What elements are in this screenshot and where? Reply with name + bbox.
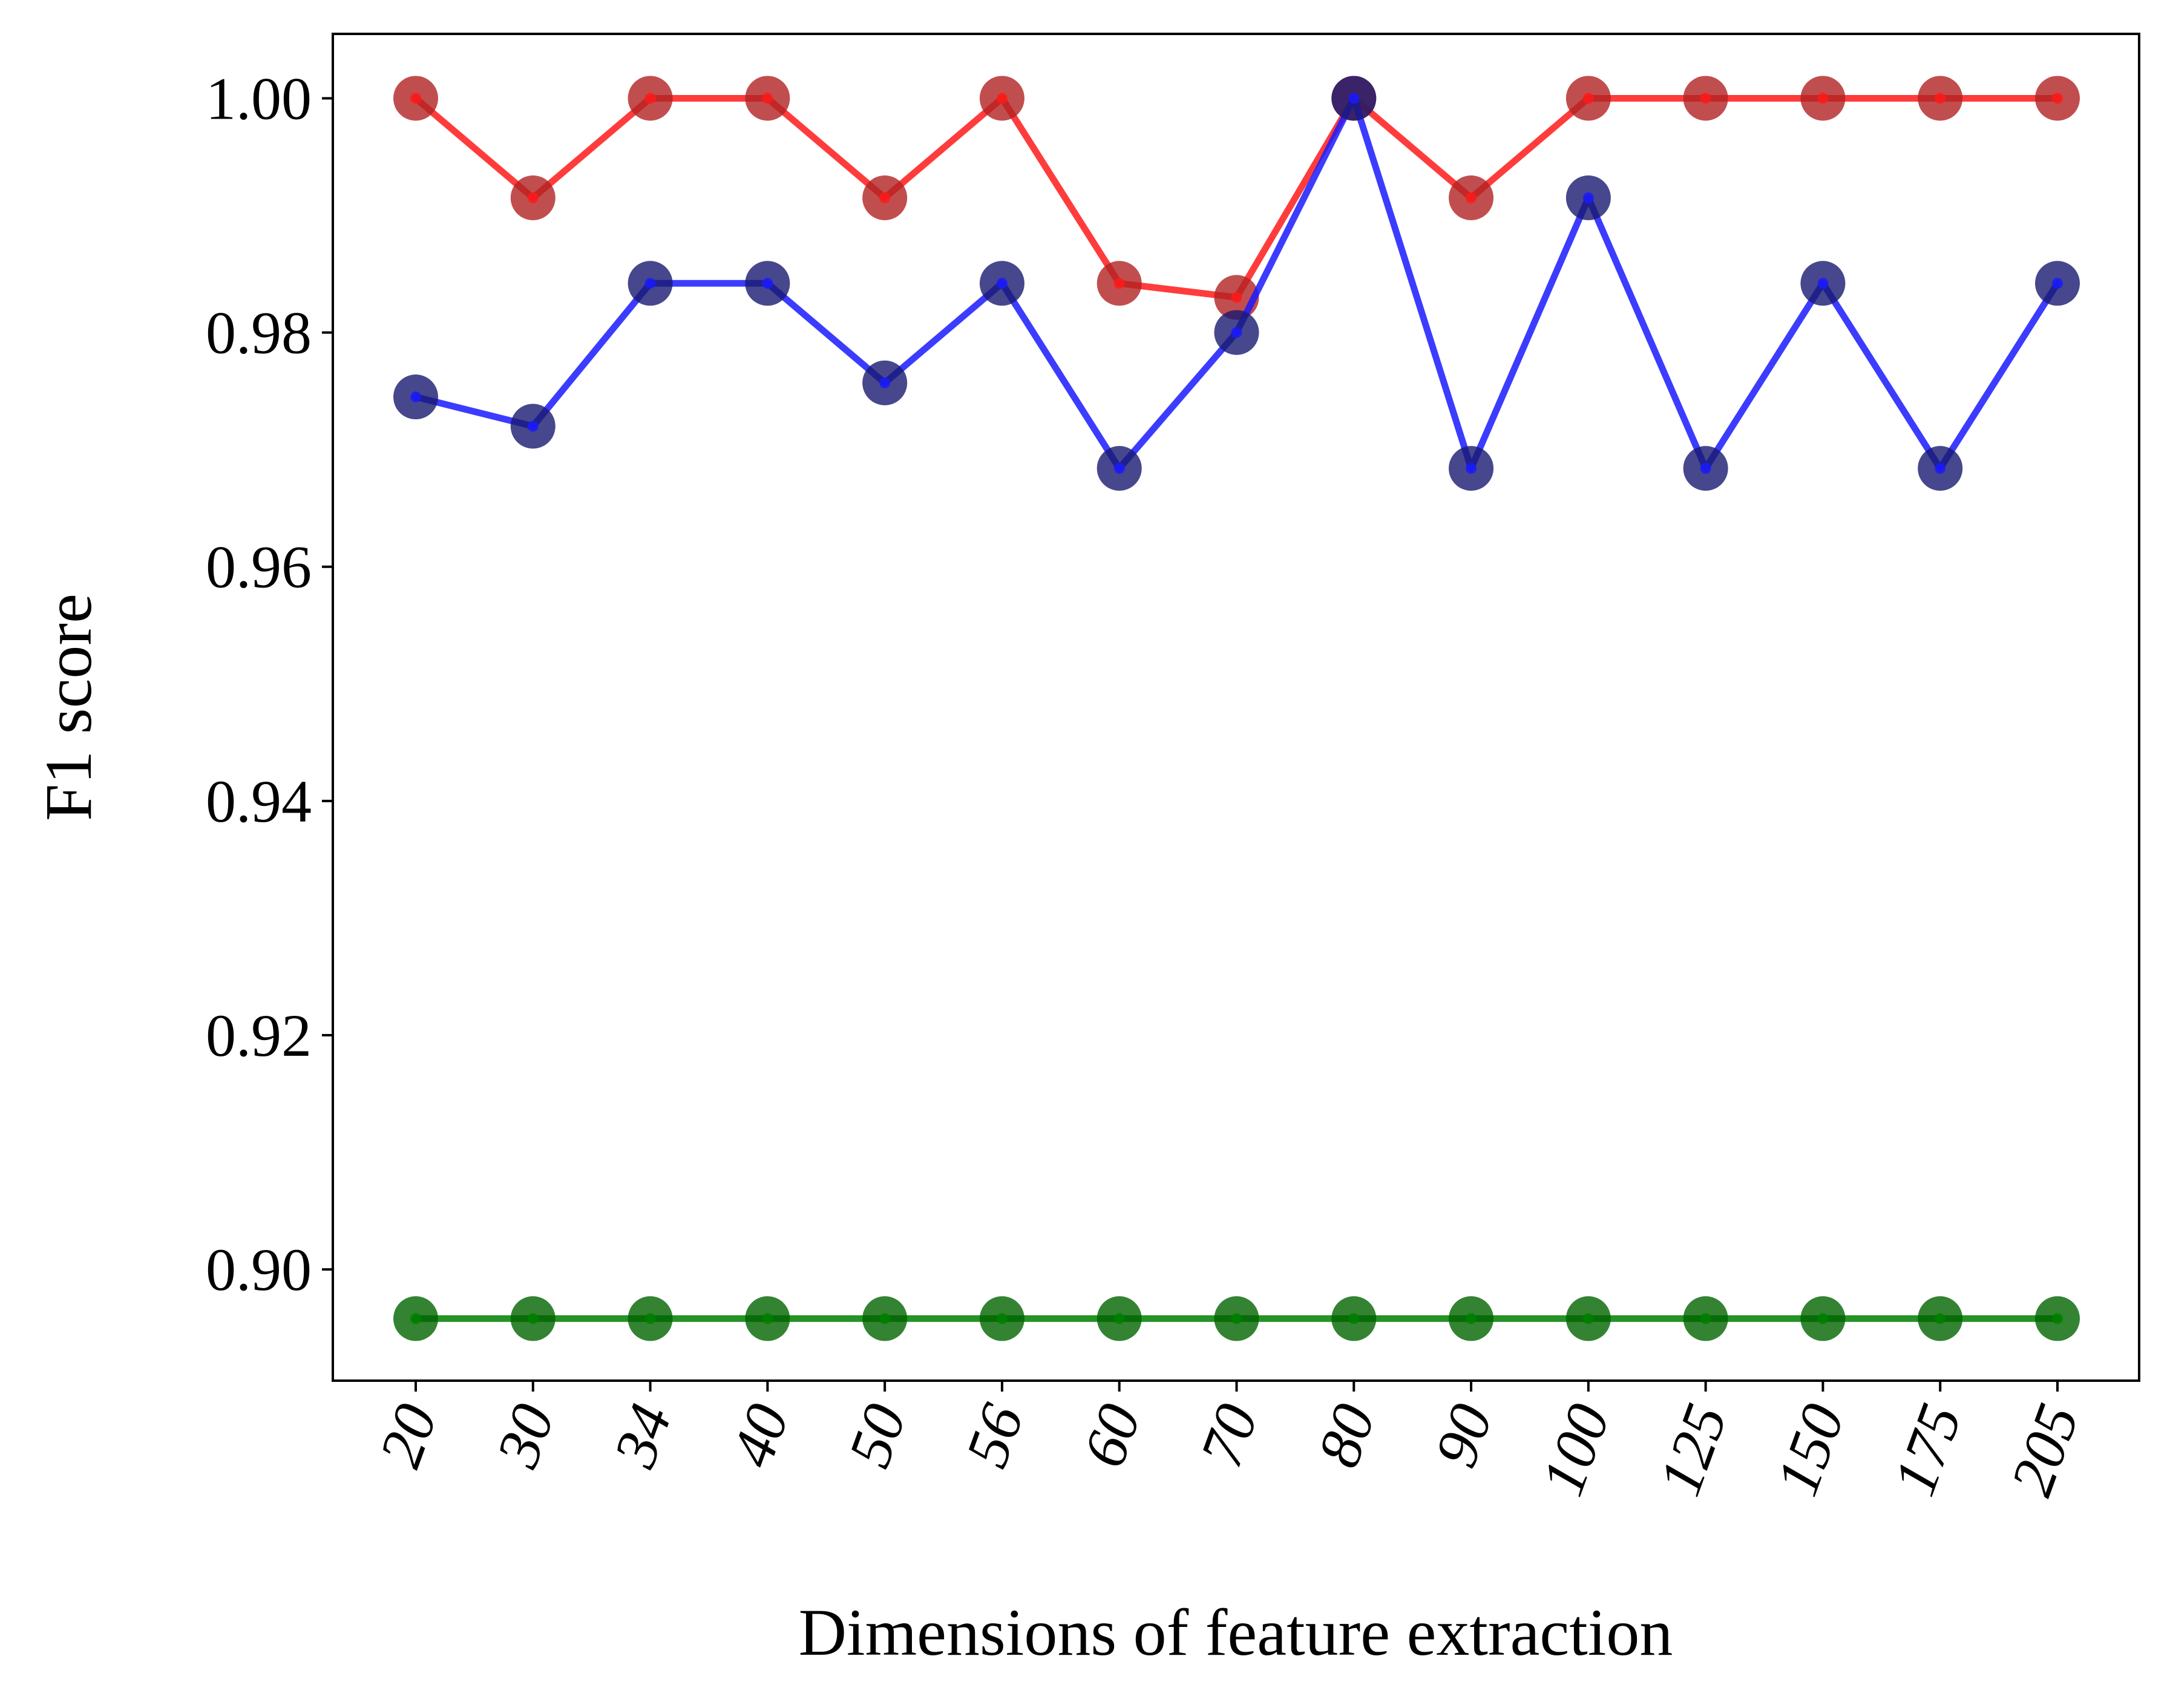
series-point [1700,93,1711,104]
series-point [996,1313,1008,1324]
y-tick-label: 0.90 [206,1236,312,1303]
series-point [996,93,1008,104]
series-point [1466,192,1477,203]
series-point [644,93,656,104]
series-point [879,377,891,388]
series-point [1700,463,1711,474]
series-point [527,1313,539,1324]
series-point [410,93,421,104]
y-tick-label: 0.96 [206,534,312,601]
series-point [1113,463,1125,474]
series-point [1700,1313,1711,1324]
series-point [1582,192,1594,203]
series-point [1817,1313,1829,1324]
series-point [410,1313,421,1324]
series-point [1935,463,1946,474]
series-point [996,278,1008,289]
y-axis-title: F1 score [31,594,105,821]
series-point [2052,278,2063,289]
series [393,76,2080,320]
series [393,1296,2080,1341]
series-point [762,93,773,104]
series-point [527,192,539,203]
series-point [1466,1313,1477,1324]
series-point [1466,463,1477,474]
series-point [410,391,421,403]
y-tick-label: 1.00 [206,65,312,132]
series-point [1113,1313,1125,1324]
series-point [1231,292,1242,303]
series-point [1817,278,1829,289]
series-point [1348,93,1360,104]
series-layer [393,76,2080,1341]
x-axis-title: Dimensions of feature extraction [799,1595,1673,1669]
series-point [1582,1313,1594,1324]
series-point [762,278,773,289]
series-point [2052,1313,2063,1324]
series-point [1113,278,1125,289]
series-point [527,420,539,432]
series-point [879,1313,891,1324]
series-point [1935,93,1946,104]
series [393,76,2080,491]
series-point [1817,93,1829,104]
series-point [1935,1313,1946,1324]
series-point [644,1313,656,1324]
series-point [1231,1313,1242,1324]
series-point [1231,327,1242,338]
y-axis: 0.90 0.92 0.94 0.96 0.98 1.00 [206,65,333,1303]
series-point [1348,1313,1360,1324]
series-point [1582,93,1594,104]
y-tick-label: 0.94 [206,768,312,835]
series-point [762,1313,773,1324]
series-point [879,192,891,203]
series-point [644,278,656,289]
series-point [2052,93,2063,104]
y-tick-label: 0.98 [206,299,312,367]
y-tick-label: 0.92 [206,1002,312,1069]
